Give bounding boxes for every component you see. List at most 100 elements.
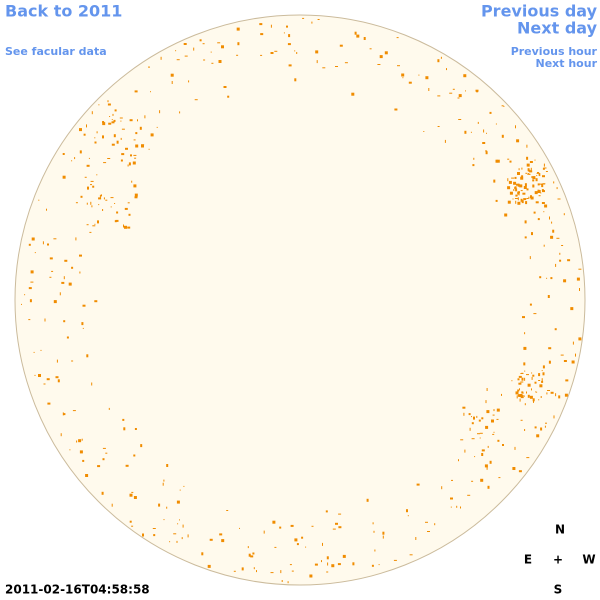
facular-spot [129,119,133,122]
facular-spot [536,175,538,177]
facular-spot [530,167,532,171]
facular-spot [544,204,548,208]
facular-spot [539,183,543,185]
facular-spot [534,426,537,429]
facular-spot [326,571,329,573]
facular-spot [87,186,89,190]
facular-spot [492,414,495,416]
facular-spot [119,117,123,119]
facular-spot [518,382,522,385]
facular-spot [493,409,495,412]
facular-spot [451,479,453,481]
facular-spot [452,88,455,90]
facular-spot [338,513,342,515]
facular-spot [134,193,138,197]
facular-spot [270,24,272,28]
facular-spot [524,220,527,224]
facular-spot [547,295,550,298]
facular-spot [305,546,307,548]
facular-spot [40,349,42,351]
facular-spot [79,128,82,132]
facular-spot [541,370,543,372]
facular-spot [78,439,82,443]
facular-spot [113,119,116,122]
compass-west: W [582,553,595,567]
facular-spot [542,175,545,178]
facular-spot [49,276,52,278]
facular-spot [131,525,134,527]
facular-spot [85,474,89,477]
facular-spot [120,137,122,140]
facular-spot [211,62,214,64]
facular-spot [538,172,540,176]
facular-spot [134,90,138,93]
facular-spot [86,202,88,205]
facular-spot [226,510,229,511]
facular-spot [111,121,115,124]
facular-spot [335,522,338,525]
facular-spot [256,570,257,573]
facular-spot [535,201,539,204]
facular-spot [473,157,475,160]
facular-spot [563,213,565,216]
facular-spot [456,505,458,508]
facular-spot [239,527,240,529]
facular-spot [460,506,461,509]
facular-spot [34,252,36,254]
facular-spot [394,108,398,111]
timestamp: 2011-02-16T04:58:58 [5,583,150,597]
facular-spot [311,21,313,24]
facular-spot [179,489,181,491]
facular-spot [113,134,116,138]
facular-spot [462,406,466,409]
facular-spot [578,268,582,270]
facular-spot [527,394,530,398]
next-day-link[interactable]: Next day [517,19,598,38]
facular-spot [537,172,539,173]
facular-spot [469,427,471,431]
facular-spot [62,175,66,179]
facular-spot [111,503,113,507]
facular-spot [517,197,519,201]
facular-spot [565,379,569,382]
facular-link[interactable]: See facular data [5,45,107,58]
facular-spot [538,195,541,197]
facular-spot [177,523,179,525]
facular-spot [550,277,553,280]
facular-spot [516,183,519,186]
previous-day-link[interactable]: Previous day [481,2,598,21]
facular-spot [68,282,72,286]
facular-spot [47,243,49,246]
facular-spot [294,78,297,82]
facular-spot [181,537,183,540]
facular-spot [524,332,526,335]
facular-spot [193,47,195,51]
facular-spot [137,119,138,122]
facular-spot [233,570,236,572]
facular-spot [575,353,576,357]
facular-spot [281,580,283,582]
facular-spot [294,50,296,52]
facular-spot [30,270,34,274]
next-hour-link[interactable]: Next hour [536,57,598,70]
facular-spot [468,413,471,416]
previous-hour-link[interactable]: Previous hour [511,45,598,58]
facular-spot [463,412,465,416]
facular-spot [444,139,446,143]
facular-spot [553,415,555,419]
facular-spot [524,403,526,406]
facular-spot [33,351,35,353]
facular-spot [124,225,127,229]
facular-spot [123,427,126,431]
facular-spot [203,59,206,61]
facular-spot [496,418,499,420]
facular-spot [555,393,557,397]
facular-spot [549,216,550,220]
facular-spot [489,111,492,114]
facular-spot [485,400,487,404]
facular-spot [548,347,552,350]
facular-spot [131,180,133,183]
back-link[interactable]: Back to 2011 [5,2,122,21]
facular-spot [91,382,93,386]
facular-spot [237,42,240,46]
